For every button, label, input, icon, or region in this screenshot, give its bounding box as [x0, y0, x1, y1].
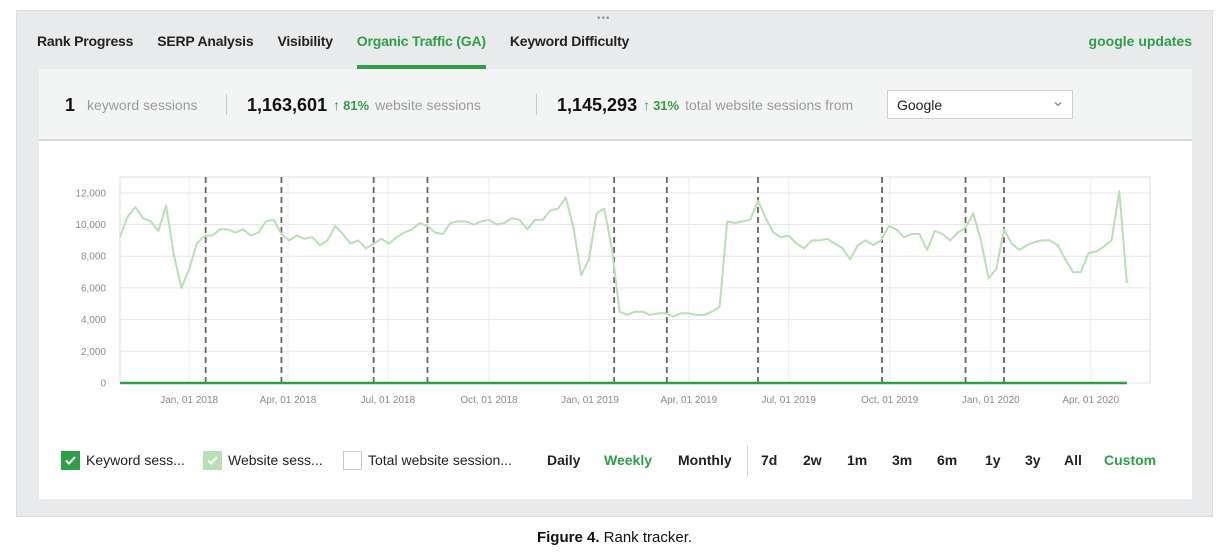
x-tick-label: Jul, 01 2019 [761, 395, 816, 406]
legend-label: Total website session... [368, 452, 512, 468]
keyword-sessions-stat: 1 keyword sessions [65, 69, 198, 141]
chart-grid [119, 176, 1151, 384]
chart-controls: Keyword sess... Website sess... Total we… [39, 439, 1192, 479]
y-axis-labels: 0 2,000 4,000 6,000 8,000 10,000 12,000 [75, 188, 106, 389]
keyword-sessions-label: keyword sessions [87, 97, 198, 113]
total-sessions-delta: 31% [653, 97, 680, 113]
tab-serp-analysis[interactable]: SERP Analysis [157, 33, 254, 49]
figure-caption: Figure 4. Rank tracker. [0, 529, 1229, 546]
website-sessions-label: website sessions [375, 97, 481, 113]
website-sessions-checkbox[interactable] [203, 450, 222, 470]
range-1y[interactable]: 1y [985, 452, 1001, 468]
traffic-source-select[interactable]: Google [887, 90, 1073, 119]
x-axis-labels: Jan, 01 2018 Apr, 01 2018 Jul, 01 2018 Oct,… [160, 395, 1119, 406]
x-tick-label: Oct, 01 2019 [861, 395, 919, 406]
x-tick-label: Oct, 01 2018 [460, 395, 518, 406]
y-tick-label: 6,000 [81, 283, 106, 294]
arrow-up-icon: ↑ [333, 97, 341, 113]
website-sessions-stat: 1,163,601 ↑ 81% website sessions [247, 69, 481, 141]
total-sessions-label: total website sessions from [685, 97, 854, 113]
plot-area [119, 176, 1151, 384]
arrow-up-icon: ↑ [643, 97, 651, 113]
range-3y[interactable]: 3y [1025, 452, 1041, 468]
traffic-source-value: Google [897, 96, 943, 113]
organic-traffic-panel: 1 keyword sessions 1,163,601 ↑ 81% websi… [39, 69, 1192, 499]
legend-website-sessions[interactable]: Website sess... [203, 449, 323, 471]
stats-bar: 1 keyword sessions 1,163,601 ↑ 81% websi… [39, 69, 1192, 141]
stat-divider [536, 94, 537, 115]
range-custom[interactable]: Custom [1104, 452, 1157, 468]
check-icon [207, 455, 218, 465]
check-icon [65, 455, 76, 465]
tab-organic-traffic[interactable]: Organic Traffic (GA) [356, 11, 486, 69]
x-tick-label: Jul, 01 2018 [361, 395, 416, 406]
website-sessions-value: 1,163,601 [247, 94, 328, 115]
website-sessions-delta: 81% [343, 97, 370, 113]
range-7d[interactable]: 7d [761, 452, 778, 468]
google-update-markers [204, 177, 1005, 383]
total-sessions-value: 1,145,293 [557, 94, 638, 115]
keyword-sessions-value: 1 [65, 94, 76, 115]
legend-keyword-sessions[interactable]: Keyword sess... [61, 449, 185, 471]
chart-series [119, 190, 1128, 385]
report-tabs: Rank Progress SERP Analysis Visibility O… [37, 11, 653, 69]
website-sessions-line [119, 190, 1128, 318]
total-sessions-stat: 1,145,293 ↑ 31% total website sessions f… [557, 69, 853, 141]
x-tick-label: Jan, 01 2019 [561, 395, 619, 406]
range-2w[interactable]: 2w [803, 452, 822, 468]
y-tick-label: 4,000 [81, 315, 106, 326]
keyword-sessions-checkbox[interactable] [61, 450, 80, 470]
x-tick-label: Apr, 01 2020 [1062, 395, 1119, 406]
drag-handle-icon[interactable]: ••• [597, 13, 611, 24]
y-tick-label: 10,000 [75, 220, 106, 231]
y-tick-label: 8,000 [81, 252, 106, 263]
range-1m[interactable]: 1m [847, 452, 868, 468]
figure-text: Rank tracker. [603, 529, 693, 546]
x-tick-label: Jan, 01 2020 [962, 395, 1020, 406]
figure-number: Figure 4. [536, 529, 600, 546]
range-6m[interactable]: 6m [937, 452, 958, 468]
x-tick-label: Apr, 01 2018 [260, 395, 317, 406]
range-all[interactable]: All [1064, 452, 1082, 468]
google-updates-link[interactable]: google updates [1088, 33, 1192, 49]
legend-total-sessions[interactable]: Total website session... [343, 449, 512, 471]
organic-traffic-chart: 0 2,000 4,000 6,000 8,000 10,000 12,000 Jan, 0… [75, 176, 1151, 406]
legend-label: Website sess... [228, 452, 323, 468]
total-sessions-checkbox[interactable] [343, 450, 362, 470]
x-tick-label: Jan, 01 2018 [160, 395, 218, 406]
granularity-daily[interactable]: Daily [547, 452, 581, 468]
range-3m[interactable]: 3m [892, 452, 913, 468]
controls-divider [747, 445, 748, 477]
y-tick-label: 12,000 [75, 188, 106, 199]
stat-divider [226, 94, 227, 115]
y-tick-label: 0 [100, 379, 106, 390]
tab-visibility[interactable]: Visibility [277, 33, 333, 49]
y-tick-label: 2,000 [81, 347, 106, 358]
x-tick-label: Apr, 01 2019 [660, 395, 717, 406]
granularity-monthly[interactable]: Monthly [678, 452, 732, 468]
rank-tracker-window: ••• Rank Progress SERP Analysis Visibili… [16, 10, 1213, 517]
legend-label: Keyword sess... [86, 452, 185, 468]
tab-keyword-difficulty[interactable]: Keyword Difficulty [509, 33, 630, 49]
granularity-weekly[interactable]: Weekly [604, 452, 652, 468]
chevron-down-icon [1054, 102, 1062, 107]
tab-rank-progress[interactable]: Rank Progress [37, 33, 134, 49]
